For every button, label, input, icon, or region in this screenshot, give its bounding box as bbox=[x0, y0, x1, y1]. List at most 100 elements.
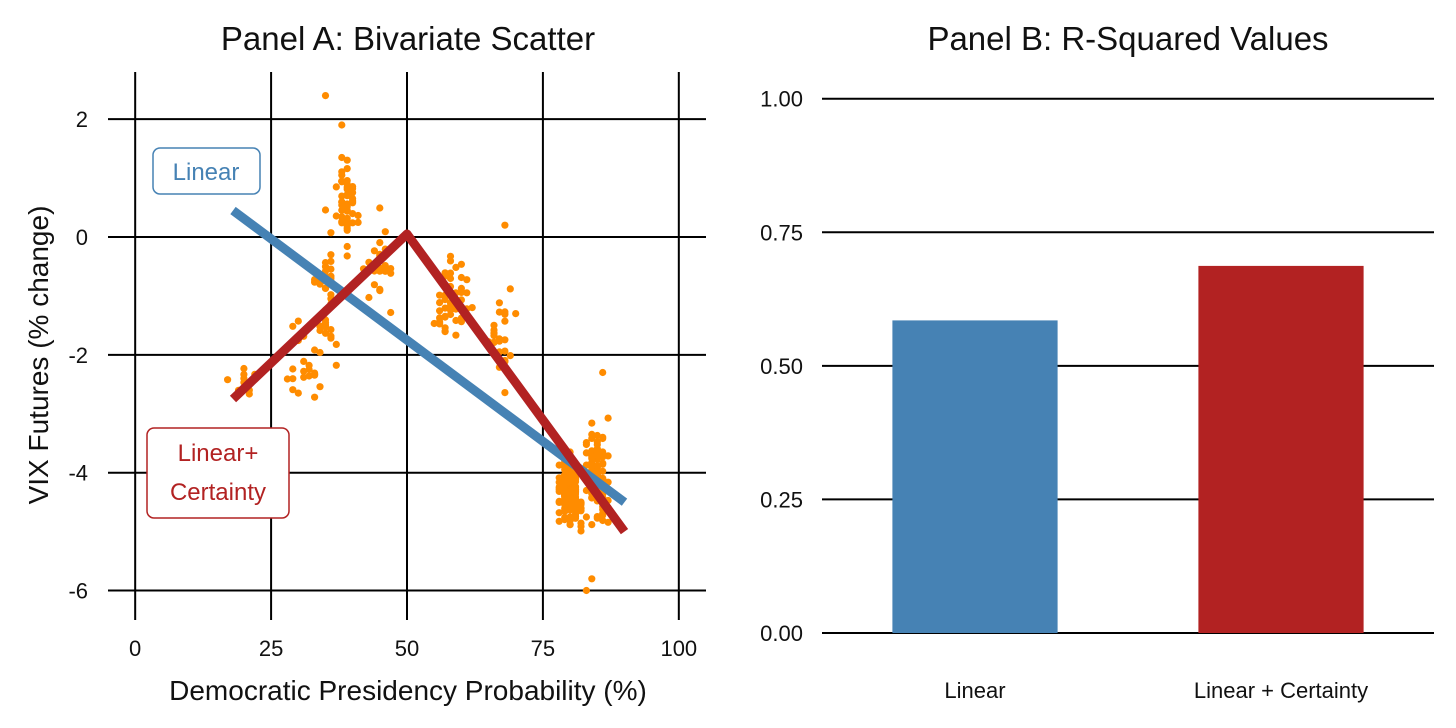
x-tick-label: Linear bbox=[944, 678, 1005, 703]
scatter-point bbox=[571, 483, 580, 491]
scatter-point bbox=[327, 229, 335, 237]
scatter-point bbox=[501, 336, 509, 344]
scatter-point bbox=[463, 289, 471, 297]
scatter-point bbox=[604, 452, 612, 460]
scatter-point bbox=[599, 516, 607, 525]
scatter-point bbox=[387, 269, 395, 277]
scatter-point bbox=[446, 269, 455, 277]
scatter-point bbox=[577, 499, 585, 507]
panel-b-bars bbox=[892, 265, 1364, 633]
scatter-point bbox=[441, 313, 449, 321]
panel-a-fit-lines bbox=[229, 206, 629, 535]
y-tick-label: -6 bbox=[68, 579, 88, 604]
scatter-point bbox=[495, 335, 503, 343]
fit-line-linear-certainty bbox=[229, 229, 629, 535]
scatter-point bbox=[321, 259, 330, 267]
panel-a-y-ticks: -6 -4 -2 0 2 bbox=[68, 107, 88, 603]
scatter-point bbox=[441, 304, 449, 312]
scatter-point bbox=[327, 326, 335, 334]
scatter-point bbox=[561, 506, 569, 515]
scatter-point bbox=[446, 252, 455, 260]
scatter-point bbox=[582, 439, 591, 447]
scatter-point bbox=[588, 521, 596, 529]
scatter-point bbox=[452, 263, 460, 271]
scatter-point bbox=[452, 331, 460, 339]
scatter-point bbox=[588, 453, 596, 461]
scatter-point bbox=[561, 500, 569, 508]
y-tick-label: 2 bbox=[76, 107, 88, 132]
x-tick-label: 75 bbox=[531, 636, 555, 661]
scatter-point bbox=[566, 469, 574, 477]
scatter-point bbox=[327, 334, 335, 342]
scatter-point bbox=[327, 257, 335, 265]
scatter-point bbox=[327, 291, 335, 299]
scatter-point bbox=[599, 451, 607, 459]
scatter-point bbox=[338, 171, 346, 179]
x-tick-label: 50 bbox=[395, 636, 419, 661]
y-tick-label: 0.75 bbox=[760, 220, 803, 245]
scatter-point bbox=[338, 206, 346, 214]
scatter-point bbox=[430, 319, 438, 328]
panel-a-annotations: Linear Linear+ Certainty bbox=[146, 147, 290, 519]
scatter-point bbox=[436, 291, 444, 299]
scatter-point bbox=[566, 495, 574, 503]
linear-label: Linear bbox=[152, 147, 261, 195]
scatter-point bbox=[343, 165, 351, 173]
scatter-point bbox=[582, 586, 591, 595]
y-tick-label: 0.50 bbox=[760, 354, 803, 379]
scatter-point bbox=[349, 184, 357, 193]
scatter-point bbox=[457, 273, 465, 282]
scatter-point bbox=[327, 265, 335, 273]
panel-a-x-axis-label: Democratic Presidency Probability (%) bbox=[169, 675, 647, 706]
scatter-point bbox=[599, 433, 607, 441]
scatter-point bbox=[300, 357, 308, 365]
scatter-point bbox=[588, 419, 596, 427]
panel-a-points bbox=[224, 92, 612, 595]
scatter-point bbox=[343, 180, 351, 188]
panel-b-y-ticks: 0.00 0.25 0.50 0.75 1.00 bbox=[760, 87, 803, 646]
scatter-point bbox=[349, 210, 357, 218]
scatter-point bbox=[555, 498, 563, 506]
y-tick-label: 0 bbox=[76, 225, 88, 250]
scatter-point bbox=[512, 310, 520, 318]
x-tick-label: 100 bbox=[660, 636, 697, 661]
scatter-point bbox=[593, 467, 601, 475]
scatter-point bbox=[555, 517, 563, 525]
scatter-point bbox=[506, 352, 514, 360]
scatter-point bbox=[332, 340, 340, 348]
scatter-point bbox=[561, 474, 569, 482]
scatter-point bbox=[338, 153, 346, 162]
scatter-point bbox=[457, 284, 465, 292]
scatter-point bbox=[300, 367, 308, 375]
scatter-point bbox=[332, 183, 340, 191]
scatter-point bbox=[316, 348, 324, 357]
scatter-point bbox=[566, 521, 574, 529]
scatter-point bbox=[305, 372, 313, 380]
y-tick-label: 0.00 bbox=[760, 621, 803, 646]
scatter-point bbox=[343, 192, 351, 200]
scatter-point bbox=[338, 121, 346, 129]
panel-a-x-ticks: 0 25 50 75 100 bbox=[129, 636, 697, 661]
scatter-point bbox=[289, 375, 297, 383]
scatter-point bbox=[294, 389, 302, 397]
scatter-point bbox=[593, 451, 601, 459]
scatter-point bbox=[338, 217, 346, 225]
x-tick-label: 0 bbox=[129, 636, 141, 661]
scatter-point bbox=[490, 332, 498, 340]
scatter-point bbox=[566, 506, 574, 514]
scatter-point bbox=[501, 308, 509, 316]
scatter-point bbox=[593, 462, 601, 470]
scatter-point bbox=[321, 284, 330, 292]
scatter-point bbox=[332, 212, 340, 220]
scatter-point bbox=[376, 267, 384, 275]
scatter-point bbox=[381, 228, 389, 236]
scatter-point bbox=[381, 262, 389, 270]
scatter-point bbox=[436, 307, 444, 315]
scatter-point bbox=[463, 276, 471, 284]
scatter-point bbox=[446, 306, 455, 314]
scatter-point bbox=[311, 346, 319, 354]
scatter-point bbox=[599, 368, 607, 377]
scatter-point bbox=[593, 514, 601, 522]
scatter-point bbox=[561, 516, 569, 524]
scatter-point bbox=[343, 214, 351, 222]
